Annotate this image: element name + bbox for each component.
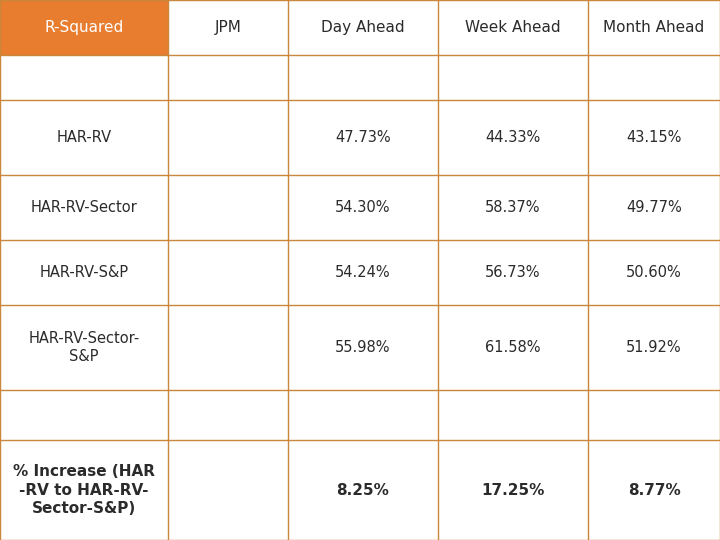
Bar bbox=[0, 240, 168, 305]
Text: 58.37%: 58.37% bbox=[485, 200, 541, 215]
Text: 55.98%: 55.98% bbox=[336, 340, 391, 355]
Bar bbox=[168, 175, 288, 240]
Bar bbox=[168, 440, 288, 540]
Bar bbox=[168, 0, 288, 55]
Bar bbox=[438, 55, 588, 100]
Bar bbox=[438, 175, 588, 240]
Text: HAR-RV-S&P: HAR-RV-S&P bbox=[40, 265, 129, 280]
Text: 54.30%: 54.30% bbox=[336, 200, 391, 215]
Bar bbox=[588, 55, 720, 100]
Text: 47.73%: 47.73% bbox=[336, 130, 391, 145]
Text: Day Ahead: Day Ahead bbox=[321, 20, 405, 35]
Text: HAR-RV-Sector: HAR-RV-Sector bbox=[31, 200, 138, 215]
Text: 61.58%: 61.58% bbox=[485, 340, 541, 355]
Text: R-Squared: R-Squared bbox=[45, 20, 124, 35]
Text: 49.77%: 49.77% bbox=[626, 200, 682, 215]
Bar bbox=[288, 305, 438, 390]
Bar bbox=[588, 100, 720, 175]
Bar bbox=[288, 440, 438, 540]
Text: HAR-RV: HAR-RV bbox=[56, 130, 112, 145]
Bar bbox=[588, 390, 720, 440]
Bar bbox=[0, 0, 168, 55]
Bar bbox=[288, 390, 438, 440]
Text: % Increase (HAR
-RV to HAR-RV-
Sector-S&P): % Increase (HAR -RV to HAR-RV- Sector-S&… bbox=[13, 464, 155, 516]
Bar bbox=[438, 440, 588, 540]
Bar bbox=[0, 175, 168, 240]
Text: 56.73%: 56.73% bbox=[485, 265, 541, 280]
Bar bbox=[288, 240, 438, 305]
Bar bbox=[588, 175, 720, 240]
Text: 54.24%: 54.24% bbox=[336, 265, 391, 280]
Bar bbox=[288, 175, 438, 240]
Bar bbox=[288, 55, 438, 100]
Bar bbox=[588, 305, 720, 390]
Bar bbox=[288, 0, 438, 55]
Bar bbox=[438, 390, 588, 440]
Text: 43.15%: 43.15% bbox=[626, 130, 682, 145]
Text: HAR-RV-Sector-
S&P: HAR-RV-Sector- S&P bbox=[28, 330, 140, 365]
Bar bbox=[0, 55, 168, 100]
Bar bbox=[588, 440, 720, 540]
Text: 17.25%: 17.25% bbox=[481, 483, 545, 497]
Text: Week Ahead: Week Ahead bbox=[465, 20, 561, 35]
Bar bbox=[168, 305, 288, 390]
Text: Month Ahead: Month Ahead bbox=[603, 20, 705, 35]
Text: 51.92%: 51.92% bbox=[626, 340, 682, 355]
Bar bbox=[438, 100, 588, 175]
Bar bbox=[0, 305, 168, 390]
Text: 50.60%: 50.60% bbox=[626, 265, 682, 280]
Text: 8.25%: 8.25% bbox=[336, 483, 390, 497]
Bar bbox=[588, 0, 720, 55]
Bar bbox=[438, 305, 588, 390]
Bar bbox=[438, 0, 588, 55]
Bar bbox=[0, 440, 168, 540]
Bar bbox=[168, 55, 288, 100]
Bar bbox=[0, 100, 168, 175]
Bar bbox=[0, 390, 168, 440]
Bar bbox=[288, 100, 438, 175]
Text: 44.33%: 44.33% bbox=[485, 130, 541, 145]
Bar bbox=[168, 240, 288, 305]
Bar bbox=[438, 240, 588, 305]
Text: JPM: JPM bbox=[215, 20, 241, 35]
Text: 8.77%: 8.77% bbox=[628, 483, 680, 497]
Bar bbox=[588, 240, 720, 305]
Bar bbox=[168, 100, 288, 175]
Bar bbox=[168, 390, 288, 440]
